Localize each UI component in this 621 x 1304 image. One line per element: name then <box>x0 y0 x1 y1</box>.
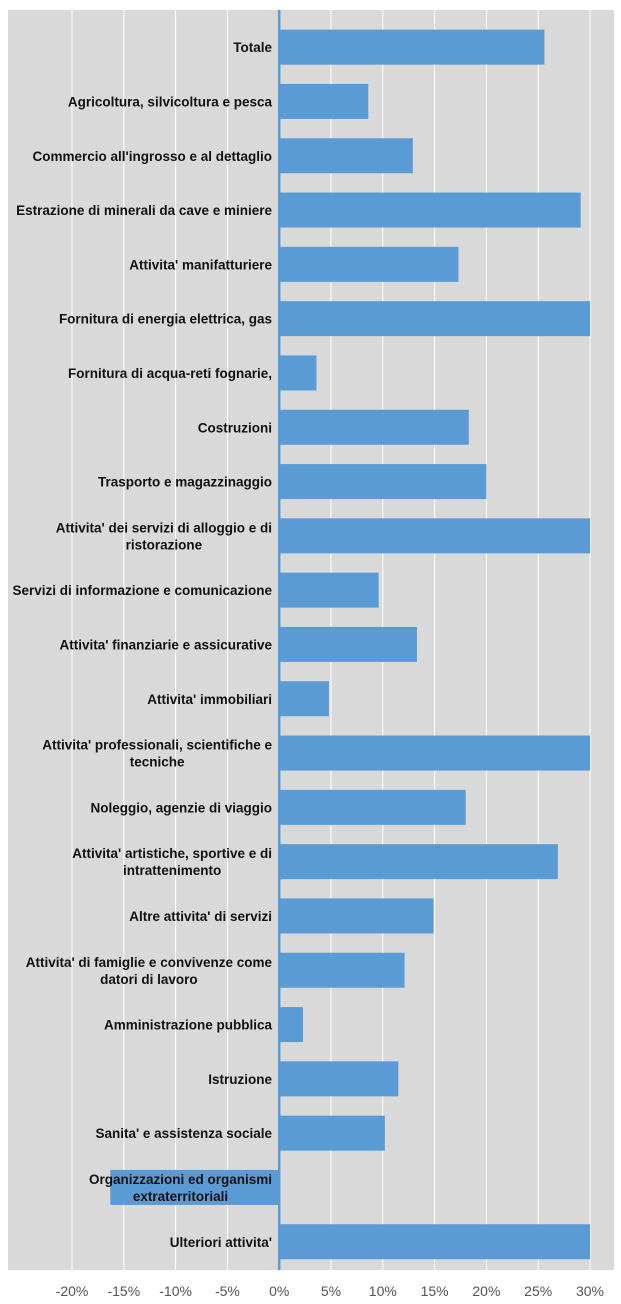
bar-5 <box>279 301 590 337</box>
x-tick-labels: -20% -15% -10% -5% 0% 5% 10% 15% 20% 25% 30% <box>56 1283 604 1299</box>
x-tick-label-2: -10% <box>159 1283 192 1299</box>
x-tick-label-1: -15% <box>107 1283 140 1299</box>
bar-11 <box>279 626 417 662</box>
bar-16 <box>279 898 434 934</box>
category-label-22: Ulteriori attivita' <box>170 1235 272 1250</box>
bar-10 <box>279 572 379 608</box>
bar-13 <box>279 735 590 771</box>
bar-9 <box>279 518 590 554</box>
x-tick-label-6: 10% <box>369 1283 397 1299</box>
x-tick-label-9: 25% <box>524 1283 552 1299</box>
category-label-17: Attivita' di famiglie e convivenze come d… <box>26 955 273 987</box>
bar-8 <box>279 464 487 500</box>
bar-17 <box>279 952 405 988</box>
category-labels: Totale Agricoltura, silvicoltura e pesca C… <box>12 40 272 1250</box>
bar-12 <box>279 681 329 717</box>
bar-15 <box>279 844 558 880</box>
category-label-11: Attivita' finanziarie e assicurative <box>59 637 272 652</box>
category-label-5: Fornitura di energia elettrica, gas <box>59 312 272 327</box>
category-label-1: Agricoltura, silvicoltura e pesca <box>68 94 273 109</box>
category-label-10: Servizi di informazione e comunicazione <box>12 583 272 598</box>
bar-1 <box>279 83 369 119</box>
bar-20 <box>279 1115 385 1151</box>
category-label-15: Attivita' artistiche, sportive e di intra… <box>72 846 272 878</box>
x-tick-label-8: 20% <box>472 1283 500 1299</box>
category-label-2: Commercio all'ingrosso e al dettaglio <box>32 149 272 164</box>
bar-22 <box>279 1224 590 1260</box>
bar-6 <box>279 355 317 391</box>
category-label-3: Estrazione di minerali da cave e miniere <box>16 203 272 218</box>
x-tick-label-4: 0% <box>269 1283 289 1299</box>
category-label-19: Istruzione <box>208 1072 272 1087</box>
x-tick-label-7: 15% <box>421 1283 449 1299</box>
x-tick-label-0: -20% <box>56 1283 89 1299</box>
bars <box>110 29 590 1260</box>
bar-19 <box>279 1061 399 1097</box>
category-label-0: Totale <box>233 40 272 55</box>
x-tick-label-10: 30% <box>576 1283 604 1299</box>
category-label-20: Sanita' e assistenza sociale <box>95 1126 272 1141</box>
bar-4 <box>279 246 459 282</box>
bar-18 <box>279 1007 304 1043</box>
category-label-9: Attivita' dei servizi di alloggio e di ri… <box>56 520 272 552</box>
category-label-14: Noleggio, agenzie di viaggio <box>90 800 272 815</box>
category-label-6: Fornitura di acqua-reti fognarie, <box>68 366 272 381</box>
category-label-4: Attivita' manifatturiere <box>129 257 272 272</box>
category-label-16: Altre attivita' di servizi <box>129 909 272 924</box>
category-label-18: Amministrazione pubblica <box>104 1018 273 1033</box>
category-label-12: Attivita' immobiliari <box>147 692 272 707</box>
x-tick-label-5: 5% <box>321 1283 341 1299</box>
bar-2 <box>279 138 413 174</box>
x-tick-label-3: -5% <box>215 1283 240 1299</box>
bar-21 <box>110 1169 280 1205</box>
bar-3 <box>279 192 581 228</box>
category-label-21: Organizzazioni ed organismi extraterritor… <box>89 1172 272 1204</box>
bar-14 <box>279 789 466 825</box>
category-label-8: Trasporto e magazzinaggio <box>98 475 272 490</box>
bar-0 <box>279 29 545 65</box>
category-label-7: Costruzioni <box>198 420 272 435</box>
bar-7 <box>279 409 469 445</box>
